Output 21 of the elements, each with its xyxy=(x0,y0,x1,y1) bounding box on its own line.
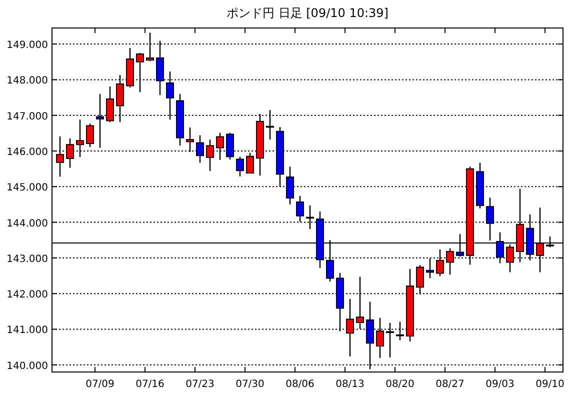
x-tick-label: 07/30 xyxy=(236,379,264,390)
x-tick-label: 07/23 xyxy=(186,379,214,390)
x-tick-label: 08/27 xyxy=(436,379,464,390)
y-tick-label: 148.000 xyxy=(6,76,48,87)
y-tick-label: 145.000 xyxy=(6,182,48,194)
y-tick-label: 149.000 xyxy=(6,40,48,52)
y-tick-label: 142.000 xyxy=(6,290,48,301)
x-tick-label: 08/06 xyxy=(286,379,314,390)
x-tick-label: 09/03 xyxy=(486,379,514,390)
x-tick-label: 07/16 xyxy=(136,379,164,390)
y-tick-label: 141.000 xyxy=(6,325,48,336)
y-tick-label: 146.000 xyxy=(6,146,48,158)
x-tick-label: 08/20 xyxy=(386,379,414,390)
x-tick-label: 07/09 xyxy=(86,379,114,390)
x-tick-label: 09/10 xyxy=(536,379,564,390)
y-tick-label: 143.000 xyxy=(6,254,48,265)
x-tick-label: 08/13 xyxy=(336,379,364,390)
y-tick-label: 147.000 xyxy=(6,111,48,122)
y-tick-label: 144.000 xyxy=(6,218,48,230)
title: ポンド円 日足 [09/10 10:39] xyxy=(226,6,388,20)
y-tick-label: 140.000 xyxy=(6,360,48,372)
